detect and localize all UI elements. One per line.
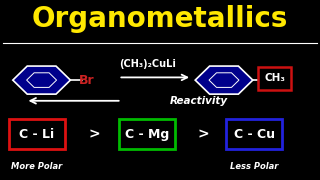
Bar [9, 119, 65, 149]
Text: C - Li: C - Li [19, 128, 54, 141]
Text: Organometallics: Organometallics [32, 5, 288, 33]
Text: C - Mg: C - Mg [125, 128, 169, 141]
Bar [258, 67, 291, 90]
Text: More Polar: More Polar [11, 162, 62, 171]
Bar [119, 119, 175, 149]
Text: Br: Br [78, 74, 94, 87]
Text: C - Cu: C - Cu [234, 128, 275, 141]
Polygon shape [13, 66, 70, 94]
Text: Less Polar: Less Polar [230, 162, 279, 171]
Text: Reactivity: Reactivity [170, 96, 228, 106]
Text: >: > [197, 127, 209, 141]
Text: >: > [89, 127, 100, 141]
Bar [227, 119, 283, 149]
Text: CH₃: CH₃ [264, 73, 285, 83]
Text: (CH₃)₂CuLi: (CH₃)₂CuLi [119, 59, 176, 69]
Polygon shape [195, 66, 253, 94]
